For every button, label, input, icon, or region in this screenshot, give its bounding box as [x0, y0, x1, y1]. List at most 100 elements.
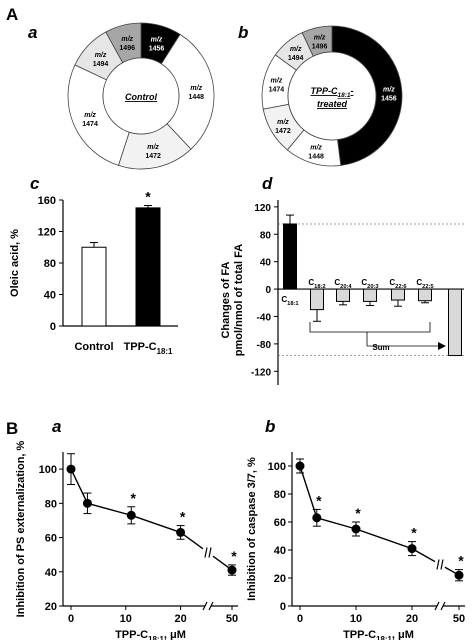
slice-label: m/z [190, 85, 202, 92]
y-tick-label: 0 [50, 321, 56, 333]
x-tick-label: 20 [406, 613, 418, 625]
label-subscript: 20:3 [367, 284, 379, 290]
line-break-mark [436, 559, 440, 570]
slice-label: 1494 [93, 61, 109, 68]
bar [310, 288, 324, 311]
data-point [227, 565, 237, 575]
y-tick-label: 120 [254, 203, 271, 214]
y-tick-label: 20 [45, 601, 57, 613]
subpanel-label-a2: a [52, 417, 61, 436]
pie-chart-treated: m/z 1456 m/z 1448 m/z 1472 m/z 1474 m/z 1494 m/z 14… [261, 25, 403, 167]
significance-marker: * [131, 490, 137, 506]
significance-marker: * [411, 525, 417, 541]
y-tick-label: 40 [44, 290, 56, 302]
data-point [312, 513, 322, 523]
slice-label: 1472 [275, 128, 291, 135]
slice-label: m/z [314, 34, 326, 41]
label-base: C [334, 278, 340, 287]
label-subscript: 18:1 [287, 301, 299, 307]
label-tail: , μM [392, 629, 414, 640]
x-tick-label: C18:1 [281, 295, 299, 307]
x-axis-label: TPP-C18:1, μM [115, 629, 186, 640]
bar [448, 288, 462, 357]
label-subscript: 18:1 [157, 347, 173, 356]
slice-label: 1472 [145, 153, 161, 160]
label-subscript: 18:1 [338, 92, 351, 99]
y-tick-label: 20 [274, 573, 286, 585]
bar [135, 207, 161, 327]
slice-label: 1474 [269, 87, 285, 94]
x-tick-label: C22:6 [389, 278, 406, 290]
slice-label: 1448 [188, 94, 204, 101]
pie-chart-control: m/z 1456 m/z 1448 m/z 1472 m/z 1474 m/z 1494 m/z 14… [67, 22, 215, 170]
series-line [87, 502, 132, 516]
slice-label: 1496 [119, 45, 135, 52]
pie-hole [287, 51, 377, 141]
subpanel-label-c: c [30, 174, 40, 193]
subpanel-label-b1: b [238, 23, 248, 42]
slice-label: m/z [121, 36, 133, 43]
label-base: TPP-C [343, 629, 376, 640]
slice-label: 1474 [82, 121, 98, 128]
pie-center-label: TPP-C18:1- [311, 86, 354, 99]
significance-marker: * [316, 492, 322, 508]
bar [336, 288, 350, 302]
label-subscript: 22:6 [395, 284, 407, 290]
slice-label: 1448 [308, 154, 324, 161]
data-point [126, 510, 136, 520]
y-tick-label: 60 [274, 517, 286, 529]
y-axis-label: Oleic acid, % [9, 229, 21, 297]
x-tick-label: 50 [453, 613, 465, 625]
label-subscript: 18:1 [148, 635, 164, 640]
significance-marker: * [231, 548, 237, 564]
bar [418, 288, 432, 302]
slice-label: 1496 [312, 43, 328, 50]
series-line [180, 531, 204, 550]
x-tick-label: 0 [297, 613, 303, 625]
significance-marker: * [458, 553, 464, 569]
slice-label: m/z [277, 119, 289, 126]
data-point [454, 570, 464, 580]
y-axis-label: Inhibition of caspase 3/7, % [246, 457, 258, 601]
label-base: TPP-C [311, 86, 339, 96]
y-tick-label: 80 [45, 498, 57, 510]
x-tick-label: 0 [68, 613, 74, 625]
y-tick-label: 40 [274, 545, 286, 557]
data-point [407, 544, 417, 554]
pie-hole [102, 57, 180, 135]
label-base: C [389, 278, 395, 287]
slice-label: 1456 [149, 46, 165, 53]
x-axis-label: TPP-C18:1, μM [343, 629, 414, 640]
data-point [351, 524, 361, 534]
data-point [295, 461, 305, 471]
y-axis-label: Inhibition of PS externalization, % [15, 440, 27, 617]
y-tick-label: 80 [260, 230, 272, 241]
subpanel-label-d: d [262, 174, 273, 193]
slice-label: m/z [84, 112, 96, 119]
y-tick-label: -40 [257, 312, 272, 323]
sum-label: Sum [372, 343, 389, 352]
bar-chart-fa-changes: 120 80 40 0 -40 -80 -120 Changes of FA pmol/nmol… [220, 200, 464, 385]
series-line [299, 465, 318, 519]
y-axis-label: Changes of FA [220, 261, 232, 338]
pie-center-label: treated [317, 99, 348, 109]
slice-label: m/z [383, 86, 395, 93]
slice-label: 1456 [381, 95, 397, 102]
data-point [82, 498, 92, 508]
line-chart-ps-externalization: 20 40 60 80 100 0 10 20 50 * * * Inhibition of PS ex… [15, 440, 238, 640]
bar [283, 223, 297, 290]
y-tick-label: 120 [38, 227, 56, 239]
label-base: C [361, 278, 367, 287]
label-base: TPP-C [124, 341, 157, 353]
bar-chart-oleic-acid: 0 40 80 120 160 Oleic acid, % * Control TPP-C18:… [9, 189, 178, 356]
label-base: C [281, 295, 287, 304]
line-break-mark [208, 547, 212, 558]
data-point [176, 527, 186, 537]
slice-label: 1494 [288, 55, 304, 62]
y-tick-label: 160 [38, 195, 56, 207]
y-tick-label: 0 [265, 285, 271, 296]
sum-bracket [309, 322, 431, 333]
series-line [131, 514, 181, 534]
label-tail: - [350, 86, 353, 96]
